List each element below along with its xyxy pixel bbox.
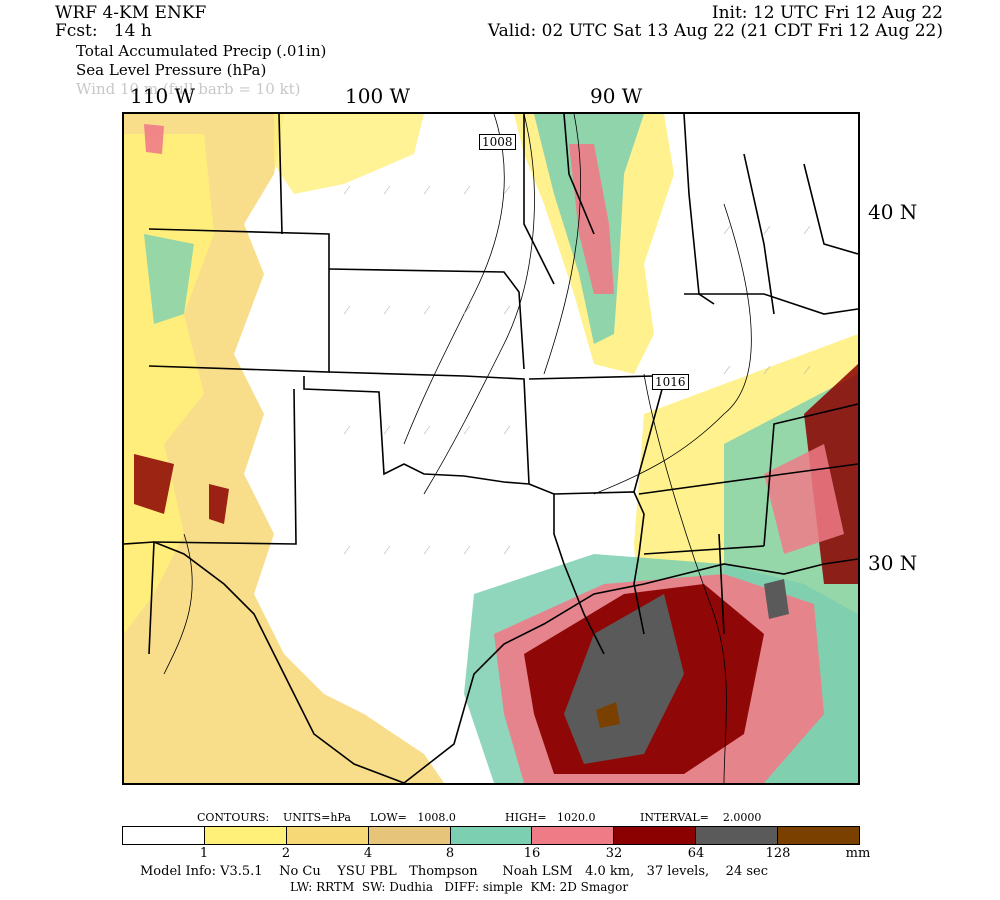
lat-label-40n: 40 N <box>868 200 918 224</box>
field-slp: Sea Level Pressure (hPa) <box>76 61 267 79</box>
colorbar-swatch-2 <box>286 827 369 844</box>
lat-label-30n: 30 N <box>868 551 918 575</box>
colorbar-unit: mm <box>845 846 871 861</box>
model-info-line2: LW: RRTM SW: Dudhia DIFF: simple KM: 2D … <box>290 880 629 894</box>
colorbar-swatch-3 <box>368 827 451 844</box>
colorbar-swatch-0 <box>123 827 205 844</box>
contours-high: HIGH= 1020.0 <box>505 811 596 824</box>
precip-shading <box>124 114 858 783</box>
lon-label-90w: 90 W <box>590 84 643 108</box>
valid-time: Valid: 02 UTC Sat 13 Aug 22 (21 CDT Fri … <box>487 21 943 41</box>
model-info-line1: Model Info: V3.5.1 No Cu YSU PBL Thompso… <box>140 864 768 879</box>
colorbar-swatch-4 <box>450 827 533 844</box>
precip-colorbar <box>122 826 860 845</box>
forecast-hour: Fcst: 14 h <box>55 21 152 41</box>
colorbar-tick-16: 16 <box>523 846 541 861</box>
field-precip: Total Accumulated Precip (.01in) <box>76 42 327 60</box>
state-borders <box>124 114 858 783</box>
lon-label-110w: 110 W <box>130 84 196 108</box>
map-graphic <box>124 114 858 783</box>
colorbar-swatch-8 <box>778 827 860 844</box>
colorbar-swatch-1 <box>204 827 287 844</box>
colorbar-swatch-6 <box>614 827 697 844</box>
pressure-contours <box>163 114 752 783</box>
lon-label-100w: 100 W <box>345 84 411 108</box>
colorbar-tick-1: 1 <box>199 846 209 861</box>
colorbar-swatch-7 <box>696 827 779 844</box>
colorbar-tick-64: 64 <box>687 846 705 861</box>
contour-label-1008: 1008 <box>479 134 516 150</box>
contour-label-1016: 1016 <box>652 374 689 390</box>
colorbar-tick-8: 8 <box>445 846 455 861</box>
precip-map: 1008 1016 <box>122 112 860 785</box>
contours-interval: INTERVAL= 2.0000 <box>640 811 762 824</box>
contours-label: CONTOURS: <box>197 811 270 824</box>
colorbar-swatch-5 <box>532 827 615 844</box>
init-time: Init: 12 UTC Fri 12 Aug 22 <box>711 3 943 23</box>
colorbar-tick-32: 32 <box>605 846 623 861</box>
field-wind: Wind 10 m (full barb = 10 kt) <box>76 80 301 98</box>
colorbar-tick-128: 128 <box>765 846 791 861</box>
contours-units: UNITS=hPa <box>283 811 351 824</box>
model-title: WRF 4-KM ENKF <box>55 3 207 23</box>
wind-barbs <box>343 185 811 555</box>
contours-low: LOW= 1008.0 <box>370 811 456 824</box>
colorbar-tick-4: 4 <box>363 846 373 861</box>
colorbar-tick-2: 2 <box>281 846 291 861</box>
